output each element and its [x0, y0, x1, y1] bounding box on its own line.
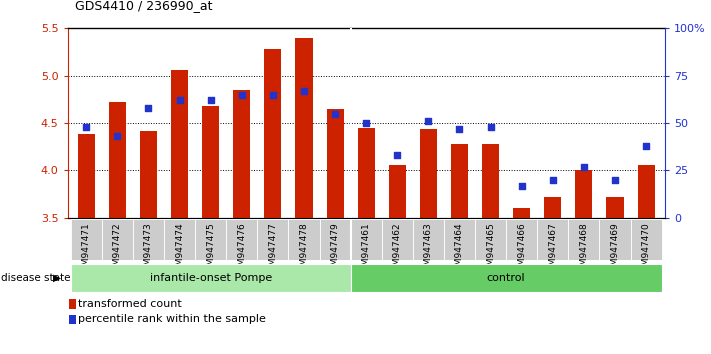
- Bar: [102, 219, 133, 260]
- Point: [485, 124, 496, 130]
- Bar: [544, 197, 562, 218]
- Bar: [109, 102, 126, 218]
- Text: GSM947475: GSM947475: [206, 223, 215, 278]
- Bar: [133, 219, 164, 260]
- Bar: [444, 219, 475, 260]
- Text: GSM947466: GSM947466: [517, 223, 526, 278]
- Point: [174, 97, 186, 103]
- Bar: [70, 219, 102, 260]
- Text: ▶: ▶: [53, 273, 61, 283]
- Point: [112, 133, 123, 139]
- Bar: [351, 219, 382, 260]
- Text: GSM947476: GSM947476: [237, 223, 246, 278]
- Bar: [226, 219, 257, 260]
- Point: [205, 97, 216, 103]
- Point: [422, 118, 434, 124]
- Bar: [538, 219, 568, 260]
- Bar: [482, 144, 499, 218]
- Bar: [506, 219, 538, 260]
- Bar: [382, 219, 413, 260]
- Bar: [475, 219, 506, 260]
- Point: [80, 124, 92, 130]
- Text: GDS4410 / 236990_at: GDS4410 / 236990_at: [75, 0, 212, 12]
- Point: [143, 105, 154, 111]
- Bar: [69, 315, 75, 324]
- Point: [516, 183, 528, 188]
- Text: GSM947472: GSM947472: [113, 223, 122, 278]
- Bar: [638, 165, 655, 218]
- Point: [641, 143, 652, 149]
- Point: [360, 120, 372, 126]
- Point: [454, 126, 465, 132]
- Bar: [419, 129, 437, 218]
- Bar: [195, 219, 226, 260]
- Bar: [289, 219, 319, 260]
- Bar: [233, 90, 250, 218]
- Text: GSM947479: GSM947479: [331, 223, 340, 278]
- Text: control: control: [487, 273, 525, 283]
- Text: GSM947462: GSM947462: [392, 223, 402, 278]
- Text: percentile rank within the sample: percentile rank within the sample: [78, 314, 266, 325]
- Bar: [513, 208, 530, 218]
- Bar: [202, 106, 219, 218]
- Bar: [413, 219, 444, 260]
- Text: GSM947467: GSM947467: [548, 223, 557, 278]
- Bar: [358, 128, 375, 218]
- Bar: [451, 144, 468, 218]
- Text: GSM947465: GSM947465: [486, 223, 495, 278]
- Bar: [69, 299, 75, 309]
- Bar: [319, 219, 351, 260]
- Point: [329, 111, 341, 116]
- Text: GSM947478: GSM947478: [299, 223, 309, 278]
- Bar: [389, 165, 406, 218]
- Point: [392, 152, 403, 158]
- Bar: [257, 219, 289, 260]
- Text: GSM947469: GSM947469: [611, 223, 619, 278]
- Point: [547, 177, 559, 183]
- Bar: [171, 70, 188, 218]
- Text: GSM947464: GSM947464: [455, 223, 464, 278]
- Bar: [599, 219, 631, 260]
- Bar: [568, 219, 599, 260]
- Bar: [164, 219, 195, 260]
- Bar: [295, 38, 313, 218]
- Bar: [264, 49, 282, 218]
- Point: [609, 177, 621, 183]
- Bar: [351, 263, 662, 292]
- Text: GSM947477: GSM947477: [268, 223, 277, 278]
- Bar: [575, 170, 592, 218]
- Text: GSM947473: GSM947473: [144, 223, 153, 278]
- Bar: [70, 263, 351, 292]
- Text: GSM947468: GSM947468: [579, 223, 589, 278]
- Text: GSM947463: GSM947463: [424, 223, 433, 278]
- Point: [236, 92, 247, 97]
- Point: [578, 164, 589, 170]
- Bar: [140, 131, 157, 218]
- Text: GSM947470: GSM947470: [641, 223, 651, 278]
- Bar: [77, 135, 95, 218]
- Bar: [631, 219, 662, 260]
- Text: GSM947471: GSM947471: [82, 223, 91, 278]
- Text: transformed count: transformed count: [78, 299, 182, 309]
- Bar: [606, 197, 624, 218]
- Text: GSM947461: GSM947461: [362, 223, 370, 278]
- Point: [299, 88, 310, 94]
- Point: [267, 92, 279, 97]
- Text: infantile-onset Pompe: infantile-onset Pompe: [149, 273, 272, 283]
- Text: disease state: disease state: [1, 273, 70, 283]
- Text: GSM947474: GSM947474: [175, 223, 184, 278]
- Bar: [326, 109, 343, 218]
